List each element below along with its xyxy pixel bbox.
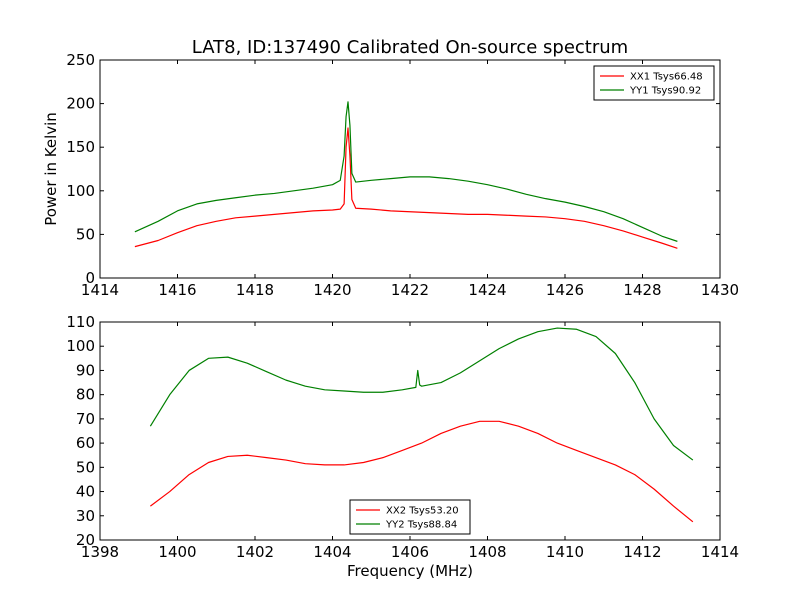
bottom-x-tick-label: 1402 (236, 543, 274, 561)
top-y-axis-label: Power in Kelvin (42, 112, 60, 226)
bottom-y-tick-label: 50 (76, 458, 95, 476)
top-plot: 1414 1416 1418 1420 1422 1424 1426 1428 1430 0 50 1… (42, 51, 739, 299)
bottom-y-tick-label: 80 (76, 386, 95, 404)
bottom-x-tick-label: 1410 (546, 543, 584, 561)
top-legend: XX1 Tsys66.48 YY1 Tsys90.92 (593, 65, 715, 101)
top-x-tick-label: 1418 (236, 281, 274, 299)
top-y-tick-label: 50 (76, 225, 95, 243)
bottom-y-tick-label: 20 (76, 531, 95, 549)
bottom-series-line-yy2 (149, 327, 694, 461)
top-y-tick-label: 100 (66, 182, 95, 200)
bottom-y-tick-label: 110 (66, 313, 95, 331)
bottom-x-tick-label: 1408 (468, 543, 506, 561)
top-x-tick-label: 1426 (546, 281, 584, 299)
bottom-x-tick-label: 1398 (81, 543, 119, 561)
top-x-tick-label: 1424 (468, 281, 506, 299)
bottom-legend-box (349, 499, 471, 535)
bottom-legend-label: YY2 Tsys88.84 (385, 520, 457, 531)
bottom-y-tick-label: 90 (76, 361, 95, 379)
top-series-line-yy1 (134, 101, 678, 242)
bottom-y-tick-label: 70 (76, 410, 95, 428)
bottom-y-tick-label: 40 (76, 483, 95, 501)
top-legend-box (593, 65, 715, 101)
top-legend-label: XX1 Tsys66.48 (630, 72, 703, 83)
top-y-tick-label: 150 (66, 138, 95, 156)
bottom-y-tick-label: 60 (76, 434, 95, 452)
bottom-x-tick-label: 1406 (391, 543, 429, 561)
top-x-tick-label: 1420 (313, 281, 351, 299)
top-x-tick-label: 1414 (81, 281, 119, 299)
top-x-tick-label: 1422 (391, 281, 429, 299)
top-x-tick-label: 1416 (158, 281, 196, 299)
bottom-x-tick-label: 1404 (313, 543, 351, 561)
top-series-line-xx1 (134, 127, 678, 249)
top-y-tick-label: 0 (85, 269, 95, 287)
bottom-x-tick-label: 1412 (623, 543, 661, 561)
bottom-series-line-xx2 (150, 420, 694, 523)
bottom-legend: XX2 Tsys53.20 YY2 Tsys88.84 (349, 499, 471, 535)
bottom-x-tick-label: 1414 (701, 543, 739, 561)
top-x-tick-label: 1430 (701, 281, 739, 299)
top-legend-label: YY1 Tsys90.92 (629, 86, 701, 97)
top-y-tick-label: 250 (66, 51, 95, 69)
bottom-y-tick-label: 30 (76, 507, 95, 525)
bottom-x-tick-label: 1400 (158, 543, 196, 561)
top-x-tick-label: 1428 (623, 281, 661, 299)
bottom-plot: 1398 1400 1402 1404 1406 1408 1410 1412 1414 20 30… (66, 313, 739, 580)
bottom-x-axis-label: Frequency (MHz) (347, 562, 473, 580)
top-y-tick-label: 200 (66, 95, 95, 113)
chart-title: LAT8, ID:137490 Calibrated On-source spe… (192, 37, 628, 58)
bottom-y-tick-label: 100 (66, 337, 95, 355)
bottom-legend-label: XX2 Tsys53.20 (386, 506, 459, 517)
